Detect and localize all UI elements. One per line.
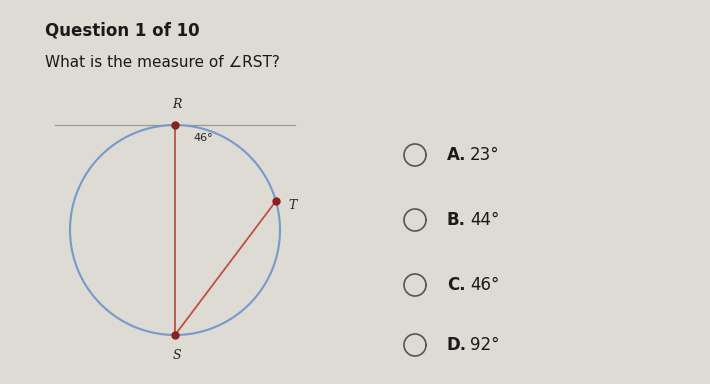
Text: 23°: 23° [470,146,500,164]
Text: A.: A. [447,146,466,164]
Text: 46°: 46° [193,133,212,143]
Text: 92°: 92° [470,336,500,354]
Text: R: R [173,98,182,111]
Text: Question 1 of 10: Question 1 of 10 [45,22,200,40]
Text: D.: D. [447,336,467,354]
Text: What is the measure of ∠RST?: What is the measure of ∠RST? [45,55,280,70]
Text: T: T [288,199,296,212]
Text: 44°: 44° [470,211,499,229]
Text: B.: B. [447,211,466,229]
Text: C.: C. [447,276,466,294]
Text: S: S [173,349,181,362]
Text: 46°: 46° [470,276,499,294]
